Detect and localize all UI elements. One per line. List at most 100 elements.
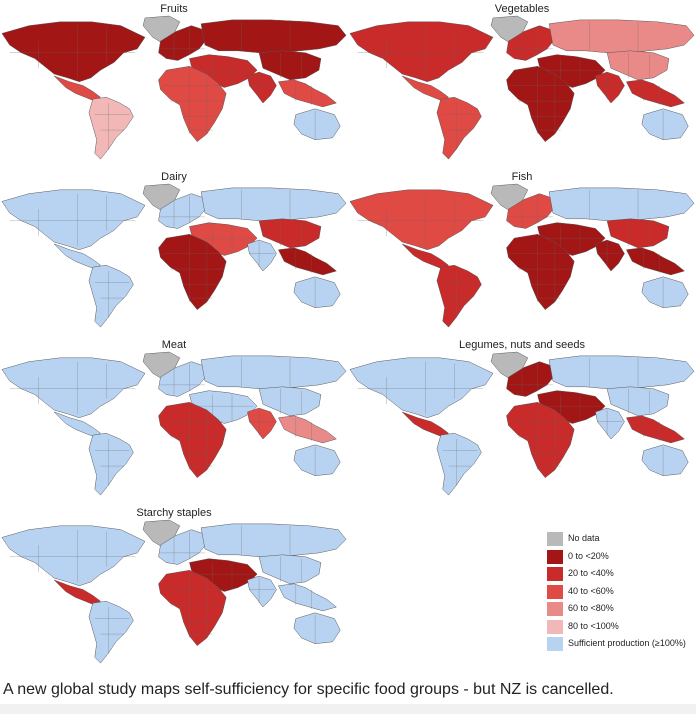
panel-title: Fruits <box>160 3 188 15</box>
panel-title: Legumes, nuts and seeds <box>459 339 585 351</box>
legend-item: 80 to <100% <box>547 619 696 634</box>
region-southeast-asia <box>626 415 685 444</box>
region-east-asia <box>258 554 322 585</box>
map-panel: Vegetables <box>348 0 696 168</box>
region-southeast-asia <box>278 247 337 276</box>
region-south-asia <box>595 239 625 272</box>
region-south-asia <box>247 71 277 104</box>
panel-title: Starchy staples <box>136 507 212 519</box>
region-northern-america <box>349 21 494 83</box>
region-east-asia <box>258 386 322 417</box>
map-legend: No data 0 to <20% 20 to <40% 40 to <60% 60 t… <box>547 532 696 657</box>
legend-label: Sufficient production (≥100%) <box>568 638 686 648</box>
legend-item: 0 to <20% <box>547 549 696 564</box>
legend-swatch <box>547 619 563 634</box>
world-map <box>1 183 347 328</box>
region-southeast-asia <box>626 247 685 276</box>
region-east-asia <box>258 218 322 249</box>
region-southeast-asia <box>278 583 337 612</box>
region-south-america <box>88 432 134 496</box>
region-south-america <box>436 96 482 160</box>
region-southeast-asia <box>626 79 685 108</box>
map-panel: Starchy staples <box>0 504 348 672</box>
panel-title: Fish <box>511 171 533 183</box>
region-south-asia <box>595 71 625 104</box>
world-map <box>349 15 695 160</box>
legend-item: 40 to <60% <box>547 584 696 599</box>
region-oceania <box>293 276 341 308</box>
region-africa <box>158 570 227 647</box>
world-map <box>1 15 347 160</box>
region-russia <box>548 19 695 53</box>
legend-swatch <box>547 637 563 651</box>
panel-title: Dairy <box>161 171 187 183</box>
region-south-america <box>436 432 482 496</box>
bottom-strip <box>0 704 696 714</box>
region-southeast-asia <box>278 415 337 444</box>
region-russia <box>200 19 347 53</box>
region-russia <box>200 523 347 557</box>
region-east-asia <box>258 50 322 81</box>
region-russia <box>200 187 347 221</box>
region-africa <box>506 402 575 479</box>
region-russia <box>200 355 347 389</box>
legend-label: 20 to <40% <box>568 568 614 578</box>
legend-label: No data <box>568 533 600 543</box>
region-oceania <box>641 276 689 308</box>
region-northern-america <box>1 525 146 587</box>
region-northern-america <box>349 189 494 251</box>
food-self-sufficiency-figure: Fruits Vegetables Dairy Fish Meat Legumes, nu… <box>0 0 696 672</box>
region-east-asia <box>606 386 670 417</box>
world-map <box>1 519 347 664</box>
legend-item: Sufficient production (≥100%) <box>547 637 696 651</box>
legend-swatch <box>547 549 563 564</box>
legend-item: No data <box>547 532 696 546</box>
region-south-asia <box>247 407 277 440</box>
map-panel: Fruits <box>0 0 348 168</box>
region-oceania <box>293 612 341 644</box>
legend-label: 60 to <80% <box>568 603 614 613</box>
region-east-asia <box>606 218 670 249</box>
legend-label: 40 to <60% <box>568 585 614 596</box>
region-south-asia <box>247 575 277 608</box>
world-map <box>1 351 347 496</box>
region-russia <box>548 355 695 389</box>
legend-swatch <box>547 532 563 546</box>
legend-label: 80 to <100% <box>568 620 619 631</box>
legend-item: 60 to <80% <box>547 602 696 616</box>
region-northern-america <box>1 357 146 419</box>
region-oceania <box>641 444 689 476</box>
region-oceania <box>641 108 689 140</box>
world-map <box>349 183 695 328</box>
region-northern-america <box>1 189 146 251</box>
region-south-america <box>88 96 134 160</box>
caption: A new global study maps self-sufficiency… <box>3 681 614 698</box>
region-south-america <box>88 264 134 328</box>
map-panel: Meat <box>0 336 348 504</box>
region-africa <box>158 66 227 143</box>
legend-swatch <box>547 567 563 581</box>
panel-title: Vegetables <box>494 3 550 15</box>
region-northern-america <box>1 21 146 83</box>
region-africa <box>158 402 227 479</box>
legend-swatch <box>547 602 563 616</box>
region-south-america <box>88 600 134 664</box>
legend-label: 0 to <20% <box>568 550 609 561</box>
map-panel: Fish <box>348 168 696 336</box>
region-northern-america <box>349 357 494 419</box>
region-oceania <box>293 444 341 476</box>
panel-title: Meat <box>161 339 187 351</box>
region-south-america <box>436 264 482 328</box>
map-panel: Dairy <box>0 168 348 336</box>
region-africa <box>506 66 575 143</box>
region-south-asia <box>595 407 625 440</box>
legend-swatch <box>547 584 563 599</box>
map-panel: Legumes, nuts and seeds <box>348 336 696 504</box>
legend-item: 20 to <40% <box>547 567 696 581</box>
region-east-asia <box>606 50 670 81</box>
region-russia <box>548 187 695 221</box>
region-oceania <box>293 108 341 140</box>
region-africa <box>158 234 227 311</box>
region-southeast-asia <box>278 79 337 108</box>
region-africa <box>506 234 575 311</box>
